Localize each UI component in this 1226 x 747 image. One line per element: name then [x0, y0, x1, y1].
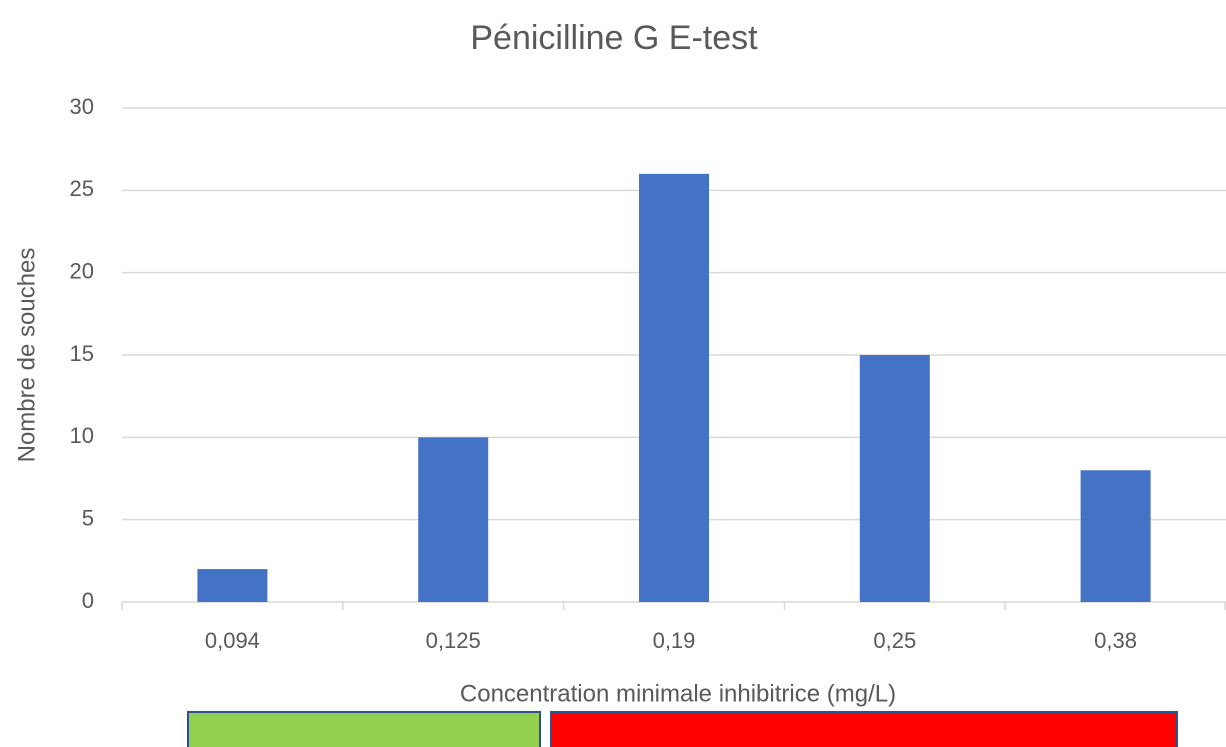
y-tick-label: 15 — [70, 341, 94, 366]
y-axis-label: Nombre de souches — [13, 248, 40, 463]
y-tick-label: 25 — [70, 176, 94, 201]
y-tick-label: 5 — [82, 505, 94, 530]
y-tick-label: 20 — [70, 258, 94, 283]
green-zone — [187, 711, 541, 747]
x-axis-label: Concentration minimale inhibitrice (mg/L… — [460, 680, 896, 707]
y-tick-label: 0 — [82, 588, 94, 613]
y-tick-label: 30 — [70, 94, 94, 119]
bar — [418, 437, 489, 602]
x-tick-label: 0,38 — [1094, 628, 1137, 653]
red-zone — [550, 711, 1178, 747]
bar — [1080, 470, 1151, 602]
x-tick-label: 0,19 — [653, 628, 696, 653]
x-tick-label: 0,25 — [873, 628, 916, 653]
y-tick-label: 10 — [70, 423, 94, 448]
x-tick-label: 0,125 — [426, 628, 481, 653]
chart-title: Pénicilline G E-test — [470, 19, 758, 57]
x-tick-label: 0,094 — [205, 628, 260, 653]
bar — [197, 569, 268, 602]
bar — [859, 355, 930, 602]
bar — [639, 173, 709, 602]
